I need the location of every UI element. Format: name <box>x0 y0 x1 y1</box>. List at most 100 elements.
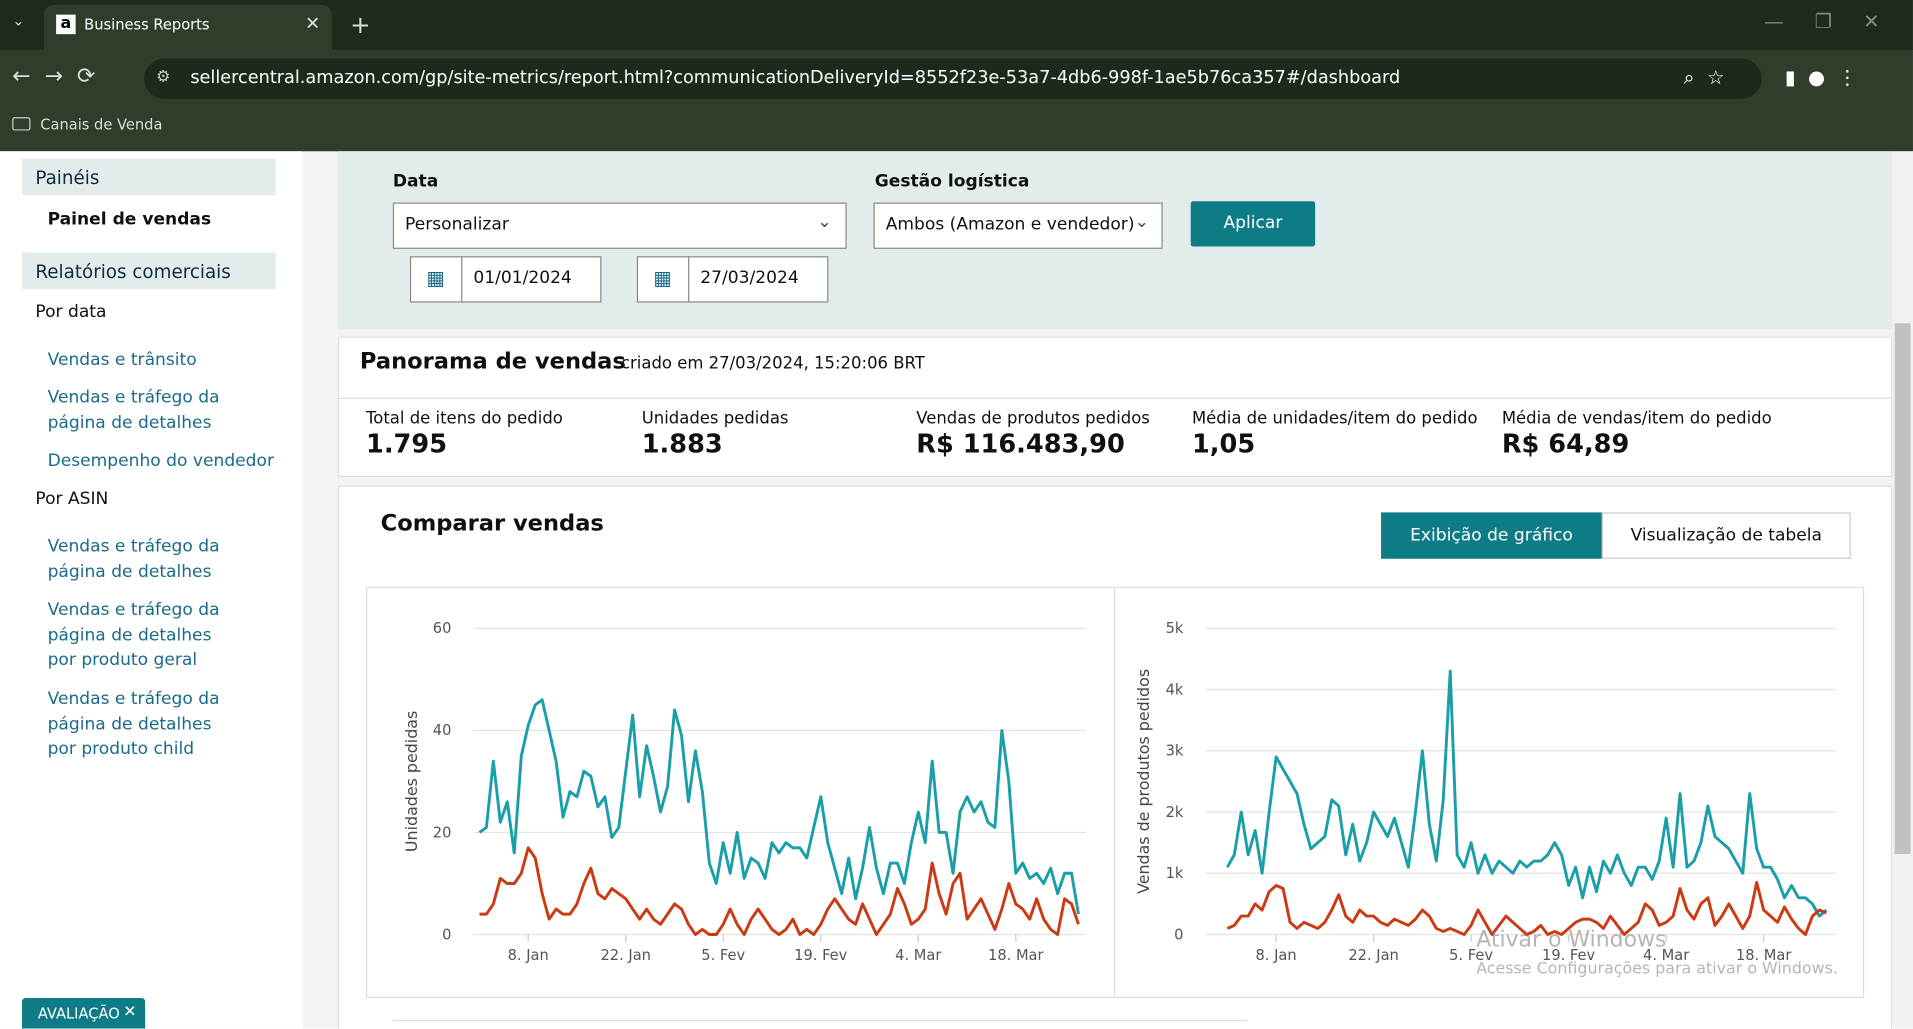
calendar-icon[interactable]: ▦ <box>637 256 690 303</box>
sidebar-link[interactable]: Vendas e tráfego da página de detalhes p… <box>47 600 220 670</box>
scroll-thumb[interactable] <box>1894 323 1911 854</box>
sidebar-link[interactable]: Desempenho do vendedor <box>47 451 275 471</box>
overview-title: Panorama de vendas <box>359 348 626 375</box>
y-tick-label: 20 <box>433 824 452 841</box>
metric-value: 1.883 <box>641 429 723 459</box>
badge[interactable] <box>21 997 146 1029</box>
tab-menu[interactable]: ⌄ <box>12 12 25 30</box>
y-tick-label: 3k <box>1166 743 1184 760</box>
toolbar-icons[interactable]: ▮ ● ⋮ <box>1784 65 1857 90</box>
favicon: a <box>56 14 76 35</box>
select-text: Personalizar <box>405 214 509 235</box>
sidebar-heading: Painéis <box>35 167 100 190</box>
sidebar-link[interactable]: Vendas e tráfego da página de detalhes <box>47 536 220 582</box>
sidebar-header <box>21 158 276 196</box>
tab[interactable] <box>43 4 332 51</box>
series-line <box>1226 669 1828 918</box>
badge-text: AVALIAÇÃO <box>37 1005 120 1023</box>
chart: 0 1k 2k 3k 4k 5k 8. Jan 22. Jan 5. Fev 19. Fev 4. … <box>1134 620 1837 964</box>
sidebar-group: Por ASIN <box>35 489 109 509</box>
metric-value: 1,05 <box>1191 429 1256 459</box>
new-tab[interactable]: + <box>350 9 371 40</box>
sidebar-active[interactable]: Painel de vendas <box>47 209 212 230</box>
y-axis-title: Vendas de produtos pedidos <box>1134 669 1153 894</box>
tab-title: Business Reports <box>84 15 210 33</box>
apply-button[interactable]: Aplicar <box>1190 201 1316 247</box>
metric-value: R$ 116.483,90 <box>916 429 1125 459</box>
y-tick-label: 0 <box>442 926 451 943</box>
metric-label: Média de unidades/item do pedido <box>1191 408 1478 429</box>
tab-table[interactable]: Visualização de tabela <box>1601 512 1851 559</box>
x-tick-label: 5. Fev <box>701 947 745 964</box>
y-tick-label: 0 <box>1174 926 1183 943</box>
date-text: 27/03/2024 <box>700 268 799 288</box>
sidebar-group: Por data <box>35 302 107 323</box>
divider <box>1113 588 1116 997</box>
overview-created: criado em 27/03/2024, 15:20:06 BRT <box>620 353 925 374</box>
metric-label: Vendas de produtos pedidos <box>916 408 1150 429</box>
series-line <box>479 846 1080 936</box>
x-tick-label: 18. Mar <box>1736 947 1792 964</box>
y-tick-label: 5k <box>1166 620 1184 637</box>
chevron: ⌄ <box>1134 212 1149 232</box>
metric-value: 1.795 <box>366 429 448 459</box>
sidebar-heading: Relatórios comerciais <box>35 261 231 284</box>
x-tick-label: 5. Fev <box>1449 947 1493 964</box>
address-bar[interactable] <box>143 58 1762 99</box>
sidebar-link[interactable]: Vendas e trânsito <box>47 350 197 370</box>
x-tick-label: 4. Mar <box>1643 947 1690 964</box>
logistics-select[interactable] <box>873 202 1163 249</box>
bookmark[interactable]: Canais de Venda <box>40 115 163 133</box>
site-info[interactable]: ⚙ <box>156 68 171 87</box>
series-line <box>1226 880 1827 936</box>
filter-label: Data <box>392 172 439 192</box>
filter-label: Gestão logística <box>874 172 1030 192</box>
divider <box>392 1019 1247 1022</box>
metric-label: Total de itens do pedido <box>366 408 563 429</box>
end-date[interactable] <box>636 256 829 303</box>
series-line <box>478 698 1080 915</box>
window-controls[interactable]: — ❐ ✕ <box>1764 9 1880 33</box>
select-text: Ambos (Amazon e vendedor) <box>885 214 1135 235</box>
date-select[interactable] <box>392 202 847 249</box>
url: sellercentral.amazon.com/gp/site-metrics… <box>190 68 1401 88</box>
x-tick-label: 18. Mar <box>988 947 1044 964</box>
y-tick-label: 1k <box>1166 865 1184 882</box>
x-tick-label: 8. Jan <box>1255 947 1296 964</box>
x-tick-label: 22. Jan <box>1348 947 1398 964</box>
x-tick-label: 4. Mar <box>895 947 942 964</box>
sidebar-header <box>21 252 276 290</box>
divider <box>339 397 1891 399</box>
metric-label: Unidades pedidas <box>641 408 789 429</box>
tab-chart[interactable]: Exibição de gráfico <box>1381 512 1602 559</box>
sidebar-link[interactable]: Vendas e tráfego da página de detalhes <box>47 387 220 433</box>
y-tick-label: 4k <box>1166 681 1184 698</box>
x-tick-label: 22. Jan <box>601 947 651 964</box>
watermark: Acesse Configurações para ativar o Windo… <box>1476 960 1838 979</box>
start-date[interactable] <box>409 256 602 303</box>
y-tick-label: 40 <box>433 722 452 739</box>
date-text: 01/01/2024 <box>473 268 572 288</box>
address-icons[interactable]: ⌕ ☆ <box>1683 65 1725 90</box>
chevron: ⌄ <box>817 212 832 232</box>
tab-close[interactable]: ✕ <box>305 12 321 35</box>
charts-frame <box>366 586 1865 998</box>
sidebar-link[interactable]: Vendas e tráfego da página de detalhes p… <box>47 689 220 759</box>
chart: 0 20 40 60 8. Jan 22. Jan 5. Fev 19. Fev 4. Mar 1… <box>402 620 1086 964</box>
nav-buttons[interactable]: ← → ⟳ <box>12 63 96 90</box>
y-axis-title: Unidades pedidas <box>402 711 421 852</box>
compare-title: Comparar vendas <box>380 511 604 537</box>
overview-card <box>337 336 1893 478</box>
metric-value: R$ 64,89 <box>1501 429 1630 459</box>
badge-close[interactable]: ✕ <box>123 1002 137 1022</box>
folder-icon <box>12 117 31 131</box>
y-tick-label: 60 <box>433 620 452 637</box>
x-tick-label: 19. Fev <box>1542 947 1596 964</box>
watermark: Ativar o Windows <box>1476 927 1667 953</box>
y-tick-label: 2k <box>1166 804 1184 821</box>
calendar-icon[interactable]: ▦ <box>410 256 463 303</box>
x-tick-label: 19. Fev <box>794 947 848 964</box>
sidebar <box>0 151 303 1029</box>
